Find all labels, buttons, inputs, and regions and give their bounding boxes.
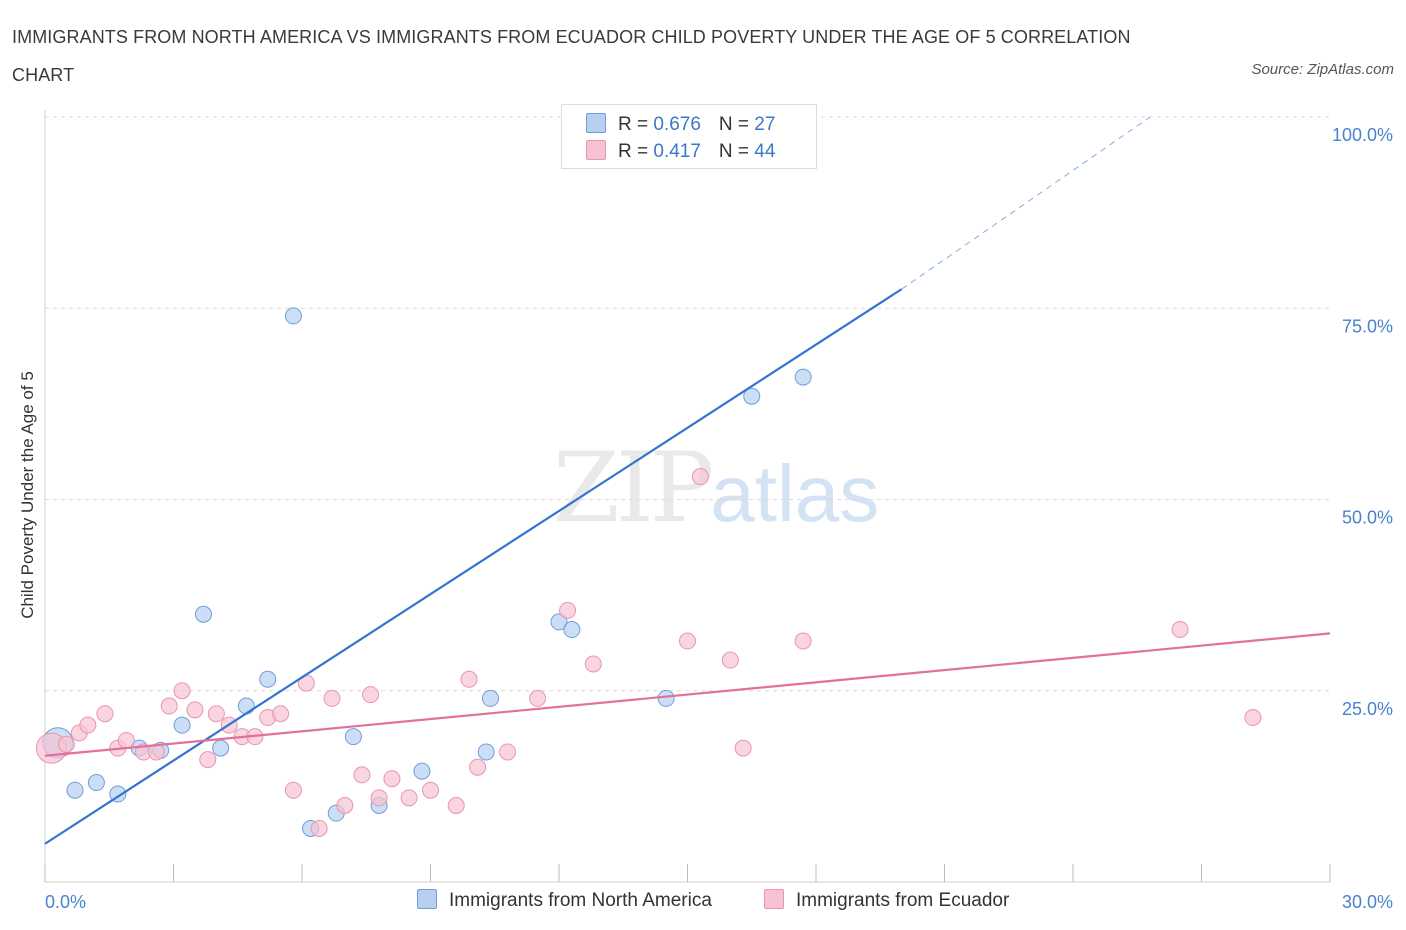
data-point-north-america xyxy=(563,621,581,639)
data-point-north-america xyxy=(87,774,105,792)
watermark-zip: ZIP xyxy=(553,432,714,544)
y-axis-label: Child Poverty Under the Age of 5 xyxy=(18,371,37,619)
data-point-ecuador xyxy=(584,655,602,673)
legend-r-label: R = xyxy=(618,114,654,135)
data-point-ecuador xyxy=(96,705,114,723)
data-point-north-america xyxy=(284,307,302,325)
data-point-ecuador xyxy=(529,689,547,707)
data-point-north-america xyxy=(657,689,675,707)
data-point-ecuador xyxy=(353,766,371,784)
legend-swatch-blue xyxy=(417,889,437,909)
data-point-ecuador xyxy=(336,797,354,814)
data-point-ecuador xyxy=(460,670,478,688)
data-point-ecuador xyxy=(370,789,388,807)
data-point-ecuador xyxy=(207,705,225,723)
data-point-north-america xyxy=(237,697,255,715)
data-point-ecuador xyxy=(721,651,739,669)
data-point-ecuador xyxy=(362,686,380,704)
data-point-ecuador xyxy=(734,739,752,757)
data-point-north-america xyxy=(550,613,568,631)
legend-row-north-america: R = 0.676 N = 27 xyxy=(586,113,775,141)
data-point-north-america xyxy=(173,716,191,734)
y-tick-label: 25.0% xyxy=(1342,699,1393,719)
legend-row-ecuador: R = 0.417 N = 44 xyxy=(586,140,775,168)
data-point-ecuador xyxy=(160,697,178,715)
y-tick-label: 100.0% xyxy=(1332,125,1393,145)
watermark-atlas: atlas xyxy=(710,449,880,538)
source-label: Source: ZipAtlas.com xyxy=(1251,61,1394,78)
watermark: ZIPatlas xyxy=(553,432,879,544)
x-tick-label: 0.0% xyxy=(45,892,86,912)
data-point-ecuador xyxy=(284,781,302,799)
data-point-ecuador xyxy=(199,751,217,769)
trend-extension-north-america xyxy=(901,116,1151,290)
data-point-ecuador xyxy=(79,716,97,734)
legend-r-value: 0.417 xyxy=(653,141,701,162)
legend-label-north-america: Immigrants from North America xyxy=(449,890,712,911)
legend-label-ecuador: Immigrants from Ecuador xyxy=(796,890,1010,911)
data-point-ecuador xyxy=(147,743,165,761)
legend-swatch-blue xyxy=(586,113,606,133)
data-point-ecuador xyxy=(173,682,191,700)
data-point-ecuador xyxy=(310,819,328,837)
y-tick-label: 50.0% xyxy=(1342,508,1393,528)
data-point-ecuador xyxy=(272,705,290,723)
legend-n-label: N = xyxy=(718,141,755,162)
legend-r-value: 0.676 xyxy=(653,114,701,135)
x-tick-label: 30.0% xyxy=(1342,892,1393,912)
y-tick-label: 75.0% xyxy=(1342,316,1393,336)
data-point-ecuador xyxy=(1171,621,1189,639)
data-point-ecuador xyxy=(691,468,709,486)
trend-line-north-america xyxy=(44,288,903,845)
data-point-north-america xyxy=(481,689,499,707)
data-point-north-america xyxy=(344,728,362,746)
data-point-ecuador xyxy=(499,743,517,761)
legend-r-label: R = xyxy=(618,141,654,162)
data-point-north-america xyxy=(477,743,495,761)
data-point-ecuador xyxy=(447,797,465,814)
legend-n-value: 27 xyxy=(754,114,776,135)
legend-n-label: N = xyxy=(718,114,755,135)
data-point-ecuador xyxy=(400,789,418,807)
data-point-ecuador xyxy=(559,601,577,619)
data-point-north-america xyxy=(413,762,431,780)
data-point-north-america xyxy=(194,605,212,623)
data-point-ecuador xyxy=(323,689,341,707)
trend-line-ecuador xyxy=(44,632,1331,757)
legend-swatch-pink xyxy=(586,140,606,160)
data-point-north-america xyxy=(212,739,230,757)
data-point-ecuador xyxy=(57,735,75,753)
data-point-ecuador xyxy=(469,758,487,776)
series-ecuador-points xyxy=(35,468,1262,837)
legend-n-value: 44 xyxy=(754,141,776,162)
legend-swatch-pink xyxy=(764,889,784,909)
data-point-ecuador xyxy=(117,731,135,749)
data-point-north-america xyxy=(743,387,761,405)
data-point-ecuador xyxy=(383,770,401,788)
legend-item-north-america: Immigrants from North America xyxy=(417,889,712,912)
chart-title: IMMIGRANTS FROM NORTH AMERICA VS IMMIGRA… xyxy=(12,27,1131,85)
legend-item-ecuador: Immigrants from Ecuador xyxy=(764,889,1009,912)
data-point-north-america xyxy=(794,368,812,386)
correlation-legend: R = 0.676 N = 27 R = 0.417 N = 44 xyxy=(561,104,817,169)
data-point-ecuador xyxy=(1244,709,1262,727)
data-point-ecuador xyxy=(679,632,696,650)
data-point-ecuador xyxy=(422,781,439,799)
data-point-north-america xyxy=(66,781,84,799)
data-point-ecuador xyxy=(186,701,204,719)
data-point-ecuador xyxy=(794,632,812,650)
data-point-north-america xyxy=(259,670,277,688)
